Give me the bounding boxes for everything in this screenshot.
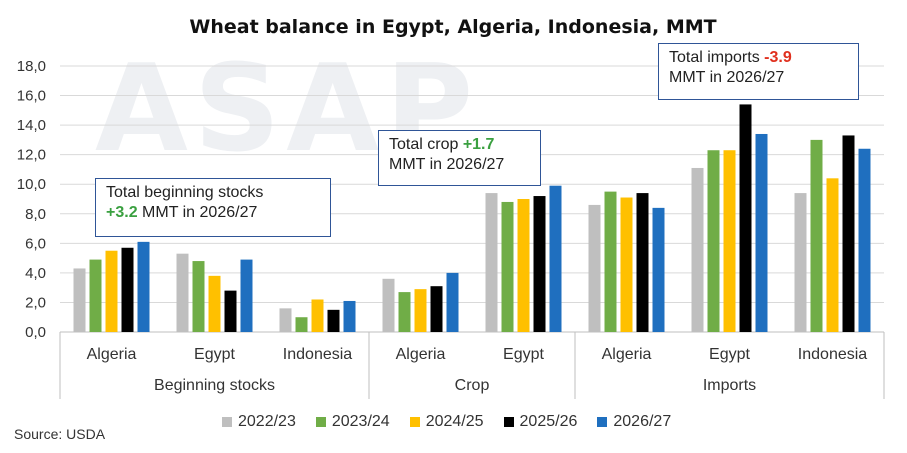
- bar-2025-26-algeria: [121, 247, 134, 332]
- annotation-stocks-text1: Total beginning stocks: [106, 184, 264, 201]
- y-tick-label: 0,0: [25, 324, 46, 341]
- legend-swatch: [597, 417, 608, 427]
- bar-2025-26-indonesia: [327, 309, 340, 332]
- bar-2022-23-egypt: [485, 193, 498, 332]
- legend: 2022/23 2023/24 2024/25 2025/26 2026/27: [222, 413, 671, 431]
- bar-2026-27-egypt: [240, 259, 253, 332]
- bar-2025-26-indonesia: [842, 135, 855, 332]
- bar-2024-25-algeria: [414, 289, 427, 332]
- bar-2026-27-algeria: [137, 241, 150, 332]
- chart-title: Wheat balance in Egypt, Algeria, Indones…: [189, 16, 716, 38]
- y-tick-label: 18,0: [17, 58, 46, 75]
- y-tick-label: 12,0: [17, 147, 46, 164]
- annotation-beginning-stocks: Total beginning stocks +3.2 MMT in 2026/…: [95, 178, 331, 237]
- annotation-crop-text2: MMT in 2026/27: [389, 156, 505, 173]
- annotation-imports-text2: MMT in 2026/27: [669, 69, 785, 86]
- annotation-imports-value: -3.9: [764, 49, 792, 66]
- y-tick-label: 2,0: [25, 294, 46, 311]
- bar-2025-26-algeria: [430, 286, 443, 332]
- x-category-label: Algeria: [396, 346, 446, 363]
- bar-2025-26-egypt: [739, 104, 752, 332]
- bar-2026-27-algeria: [652, 207, 665, 332]
- legend-item: 2026/27: [597, 413, 671, 431]
- bar-2023-24-indonesia: [810, 139, 823, 332]
- bars: [73, 104, 871, 332]
- x-group-label: Imports: [703, 377, 756, 394]
- y-tick-label: 8,0: [25, 206, 46, 223]
- bar-2025-26-algeria: [636, 193, 649, 332]
- y-tick-label: 16,0: [17, 88, 46, 105]
- legend-item: 2024/25: [409, 413, 484, 431]
- bar-2023-24-algeria: [398, 292, 411, 332]
- source-note: Source: USDA: [14, 426, 106, 442]
- bar-2023-24-algeria: [604, 191, 617, 332]
- legend-swatch: [222, 417, 232, 427]
- legend-label: 2023/24: [331, 413, 390, 430]
- bar-2023-24-indonesia: [295, 317, 308, 332]
- x-category-label: Algeria: [87, 346, 137, 363]
- legend-item: 2023/24: [315, 413, 390, 431]
- y-axis: 0,0 2,0 4,0 6,0 8,0 10,0 12,0 14,0 16,0 18,0: [17, 58, 46, 341]
- legend-swatch: [409, 417, 420, 427]
- legend-swatch: [503, 417, 514, 427]
- bar-2022-23-egypt: [691, 167, 704, 332]
- y-tick-label: 10,0: [17, 176, 46, 193]
- x-axis: Algeria Egypt Indonesia Algeria Egypt Algeria…: [59, 332, 885, 399]
- bar-2022-23-algeria: [382, 278, 395, 332]
- annotation-crop-text1: Total crop: [389, 136, 463, 153]
- bar-2022-23-algeria: [588, 204, 601, 332]
- bar-2022-23-indonesia: [794, 193, 807, 332]
- bar-2026-27-indonesia: [343, 300, 356, 332]
- y-tick-label: 6,0: [25, 235, 46, 252]
- bar-2023-24-egypt: [192, 261, 205, 332]
- bar-2024-25-algeria: [620, 197, 633, 332]
- bar-2023-24-egypt: [707, 150, 720, 332]
- bar-2022-23-algeria: [73, 268, 86, 332]
- legend-item: 2022/23: [222, 413, 296, 431]
- bar-2022-23-indonesia: [279, 308, 292, 332]
- y-tick-label: 4,0: [25, 265, 46, 282]
- legend-label: 2024/25: [425, 413, 484, 430]
- bar-2025-26-egypt: [533, 196, 546, 332]
- bar-2024-25-indonesia: [311, 299, 324, 332]
- bar-2026-27-egypt: [755, 133, 768, 332]
- bar-2026-27-egypt: [549, 185, 562, 332]
- bar-2023-24-egypt: [501, 201, 514, 332]
- x-group-label: Beginning stocks: [154, 377, 275, 394]
- bar-2023-24-algeria: [89, 259, 102, 332]
- bar-2024-25-indonesia: [826, 178, 839, 332]
- annotation-crop-value: +1.7: [462, 136, 495, 153]
- annotation-stocks-text2: MMT in 2026/27: [137, 204, 258, 221]
- bar-2024-25-egypt: [517, 199, 530, 332]
- bar-2026-27-algeria: [446, 272, 459, 332]
- bar-2024-25-algeria: [105, 250, 118, 332]
- x-category-label: Algeria: [602, 346, 652, 363]
- annotation-imports-text1: Total imports: [669, 49, 765, 66]
- x-category-label: Egypt: [503, 346, 544, 363]
- x-category-label: Egypt: [194, 346, 235, 363]
- y-tick-label: 14,0: [17, 117, 46, 134]
- x-category-label: Indonesia: [283, 346, 352, 363]
- bar-2024-25-egypt: [723, 150, 736, 332]
- annotation-stocks-value: +3.2: [106, 204, 138, 221]
- x-category-label: Indonesia: [798, 346, 867, 363]
- bar-2024-25-egypt: [208, 275, 221, 332]
- bar-2026-27-indonesia: [858, 148, 871, 332]
- x-category-label: Egypt: [709, 346, 750, 363]
- legend-label: 2025/26: [519, 413, 578, 430]
- annotation-imports: Total imports -3.9 MMT in 2026/27: [658, 43, 859, 100]
- bar-2022-23-egypt: [176, 253, 189, 332]
- legend-label: 2026/27: [613, 413, 672, 430]
- legend-swatch: [315, 417, 326, 427]
- legend-label: 2022/23: [238, 413, 296, 430]
- annotation-crop: Total crop +1.7 MMT in 2026/27: [378, 130, 541, 186]
- bar-2025-26-egypt: [224, 290, 237, 332]
- x-group-label: Crop: [455, 377, 490, 394]
- legend-item: 2025/26: [503, 413, 578, 431]
